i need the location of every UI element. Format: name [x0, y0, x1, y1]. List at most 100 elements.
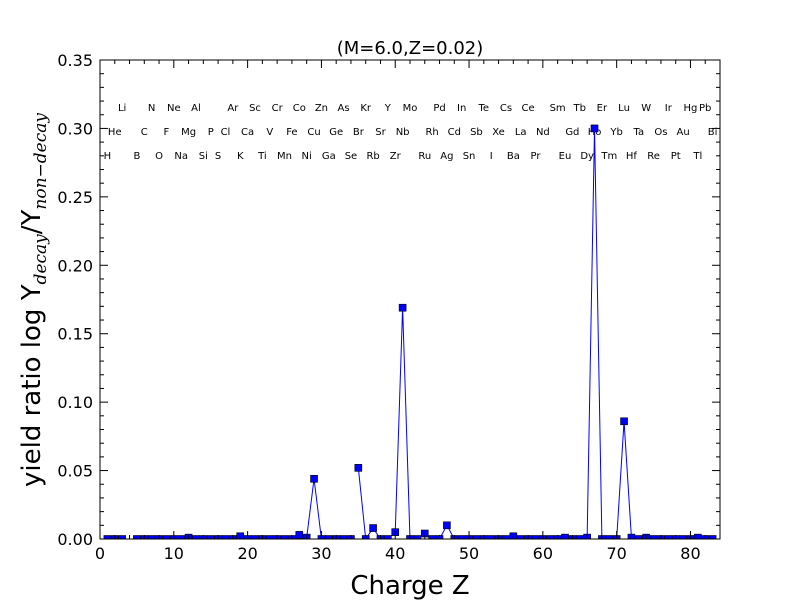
- element-label-nd: Nd: [536, 127, 550, 138]
- element-label-tm: Tm: [600, 151, 617, 162]
- element-label-zr: Zr: [390, 151, 402, 162]
- data-point: [590, 124, 599, 133]
- data-point: [708, 535, 717, 539]
- element-label-cl: Cl: [221, 127, 231, 138]
- element-label-mg: Mg: [181, 127, 196, 138]
- data-point: [635, 535, 643, 539]
- element-label-te: Te: [478, 103, 490, 114]
- data-point: [118, 535, 126, 539]
- element-label-o: O: [155, 151, 163, 162]
- element-label-y: Y: [384, 103, 392, 114]
- element-label-gd: Gd: [565, 127, 579, 138]
- data-point: [177, 535, 185, 539]
- element-label-eu: Eu: [559, 151, 572, 162]
- y-axis: 0.00 0.05 0.10 0.15 0.20 0.25 0.30 0.35: [57, 51, 720, 549]
- element-label-cs: Cs: [500, 103, 512, 114]
- data-point: [251, 535, 259, 539]
- x-tick-label: 0: [95, 544, 105, 563]
- data-point: [147, 535, 156, 539]
- element-label-ba: Ba: [507, 151, 520, 162]
- element-label-pr: Pr: [530, 151, 541, 162]
- element-label-he: He: [108, 127, 122, 138]
- data-point: [694, 533, 702, 539]
- data-point: [369, 524, 377, 532]
- element-label-ta: Ta: [633, 127, 645, 138]
- x-tick-label: 70: [606, 544, 626, 563]
- series-line-segment: [136, 478, 351, 539]
- element-label-xe: Xe: [492, 127, 505, 138]
- element-label-cr: Cr: [272, 103, 284, 114]
- data-point: [664, 535, 673, 539]
- data-point: [398, 303, 407, 312]
- data-point: [502, 535, 510, 539]
- element-label-tb: Tb: [573, 103, 586, 114]
- element-label-sm: Sm: [550, 103, 566, 114]
- element-label-sc: Sc: [249, 103, 261, 114]
- element-label-na: Na: [174, 151, 188, 162]
- element-label-cu: Cu: [307, 127, 320, 138]
- element-label-p: P: [208, 127, 214, 138]
- data-point: [649, 535, 658, 539]
- element-label-pt: Pt: [671, 151, 681, 162]
- data-point: [325, 535, 333, 539]
- y-tick-label: 0.10: [57, 393, 93, 412]
- x-tick-label: 60: [533, 544, 553, 563]
- x-tick-label: 10: [164, 544, 184, 563]
- element-label-hf: Hf: [626, 151, 638, 162]
- y-axis-label-subscript-non-decay: non−decay: [31, 113, 51, 210]
- y-tick-label: 0.00: [57, 530, 93, 549]
- element-label-bi: Bi: [708, 127, 718, 138]
- y-tick-label: 0.25: [57, 188, 93, 207]
- element-label-ar: Ar: [227, 103, 239, 114]
- data-point: [413, 535, 422, 539]
- x-tick-label: 20: [237, 544, 257, 563]
- element-label-tl: Tl: [692, 151, 702, 162]
- element-label-pd: Pd: [433, 103, 445, 114]
- data-point: [192, 535, 200, 539]
- data-point: [162, 535, 171, 539]
- element-label-lu: Lu: [618, 103, 630, 114]
- element-label-co: Co: [293, 103, 306, 114]
- data-point: [531, 535, 540, 539]
- y-axis-label-prefix: yield ratio log Y: [17, 284, 47, 487]
- y-axis-label-subscript-decay: decay: [31, 234, 51, 285]
- element-label-li: Li: [118, 103, 126, 114]
- data-point: [546, 535, 555, 539]
- data-point: [561, 533, 569, 539]
- element-label-se: Se: [345, 151, 358, 162]
- element-label-fe: Fe: [286, 127, 297, 138]
- element-label-ru: Ru: [418, 151, 431, 162]
- y-tick-label: 0.30: [57, 119, 93, 138]
- element-label-la: La: [515, 127, 527, 138]
- chart-title: (M=6.0,Z=0.02): [337, 38, 484, 59]
- element-label-v: V: [266, 127, 273, 138]
- data-point: [472, 535, 481, 539]
- data-point: [443, 521, 451, 530]
- element-label-ca: Ca: [241, 127, 254, 138]
- data-point: [605, 535, 614, 539]
- x-axis: 0 10 20 30 40 50 60 70 80: [95, 60, 721, 563]
- element-label-ir: Ir: [665, 103, 673, 114]
- x-axis-label: Charge Z: [350, 571, 469, 600]
- data-point: [339, 535, 348, 539]
- element-label-s: S: [215, 151, 221, 162]
- element-label-rb: Rb: [366, 151, 379, 162]
- element-label-f: F: [164, 127, 170, 138]
- element-label-al: Al: [191, 103, 201, 114]
- data-point: [133, 535, 141, 539]
- element-label-h: H: [104, 151, 112, 162]
- element-label-ga: Ga: [322, 151, 336, 162]
- y-tick-label: 0.35: [57, 51, 93, 70]
- data-point: [457, 535, 466, 539]
- data-point: [384, 535, 392, 539]
- element-label-ge: Ge: [329, 127, 343, 138]
- x-tick-label: 80: [680, 544, 700, 563]
- element-label-mo: Mo: [403, 103, 418, 114]
- element-label-ni: Ni: [302, 151, 312, 162]
- element-label-in: In: [457, 103, 466, 114]
- element-label-ne: Ne: [167, 103, 181, 114]
- element-label-w: W: [641, 103, 651, 114]
- x-tick-label: 50: [459, 544, 479, 563]
- data-point: [280, 535, 289, 539]
